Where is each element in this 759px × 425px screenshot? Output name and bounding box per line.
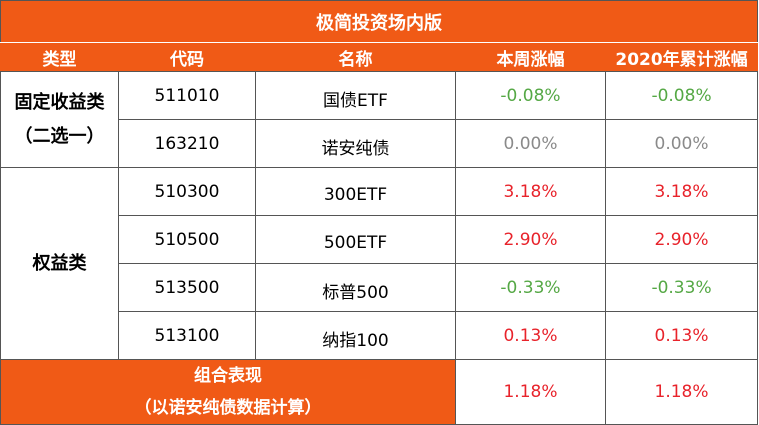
fund-name: 标普500 <box>255 263 456 312</box>
fund-name: 诺安纯债 <box>255 119 456 168</box>
header-name: 名称 <box>255 42 456 72</box>
weekly-change: -0.08% <box>455 71 606 120</box>
fund-code: 163210 <box>118 119 256 168</box>
weekly-change: 0.13% <box>455 311 606 360</box>
ytd-change: -0.33% <box>604 263 759 312</box>
table-row: 权益类 510300 300ETF 3.18% 3.18% <box>0 167 759 360</box>
ytd-change: 3.18% <box>604 167 759 216</box>
category-equity: 权益类 <box>0 167 119 360</box>
weekly-change: 0.00% <box>455 119 606 168</box>
header-weekly-change: 本周涨幅 <box>455 42 606 72</box>
header-code: 代码 <box>118 42 256 72</box>
fund-name: 500ETF <box>255 215 456 264</box>
category-label: 固定收益类 <box>14 91 105 113</box>
fund-name: 300ETF <box>255 167 456 216</box>
portfolio-ytd-change: 1.18% <box>604 359 759 425</box>
weekly-change: 2.90% <box>455 215 606 264</box>
portfolio-weekly-change: 1.18% <box>455 359 606 425</box>
fund-code: 513100 <box>118 311 256 360</box>
category-note: （二选一） <box>14 125 105 147</box>
ytd-change: 0.00% <box>604 119 759 168</box>
fund-name: 纳指100 <box>255 311 456 360</box>
table-row: 513100 纳指100 0.13% 0.13% <box>1 311 759 360</box>
category-fixed-income: 固定收益类 （二选一） <box>0 71 119 168</box>
portfolio-summary-label: 组合表现 （以诺安纯债数据计算） <box>0 359 456 425</box>
table-title: 极简投资场内版 <box>0 0 759 43</box>
ytd-change: -0.08% <box>604 71 759 120</box>
table-row: 固定收益类 （二选一） 511010 国债ETF -0.08% -0.08% <box>0 71 759 168</box>
summary-title: 组合表现 <box>194 366 262 386</box>
ytd-change: 2.90% <box>604 215 759 264</box>
fund-code: 513500 <box>118 263 256 312</box>
fund-code: 510300 <box>118 167 256 216</box>
weekly-change: 3.18% <box>455 167 606 216</box>
fund-name: 国债ETF <box>255 71 456 120</box>
weekly-change: -0.33% <box>455 263 606 312</box>
table-row: 510500 500ETF 2.90% 2.90% <box>1 215 759 264</box>
fund-code: 511010 <box>118 71 256 120</box>
fund-code: 510500 <box>118 215 256 264</box>
portfolio-summary-row: 组合表现 （以诺安纯债数据计算） 1.18% 1.18% <box>0 359 759 425</box>
header-type: 类型 <box>0 42 119 72</box>
ytd-change: 0.13% <box>604 311 759 360</box>
table-row: 163210 诺安纯债 0.00% 0.00% <box>1 119 759 168</box>
header-ytd-change: 2020年累计涨幅 <box>604 42 759 72</box>
summary-note: （以诺安纯债数据计算） <box>134 398 322 418</box>
table-row: 513500 标普500 -0.33% -0.33% <box>1 263 759 312</box>
